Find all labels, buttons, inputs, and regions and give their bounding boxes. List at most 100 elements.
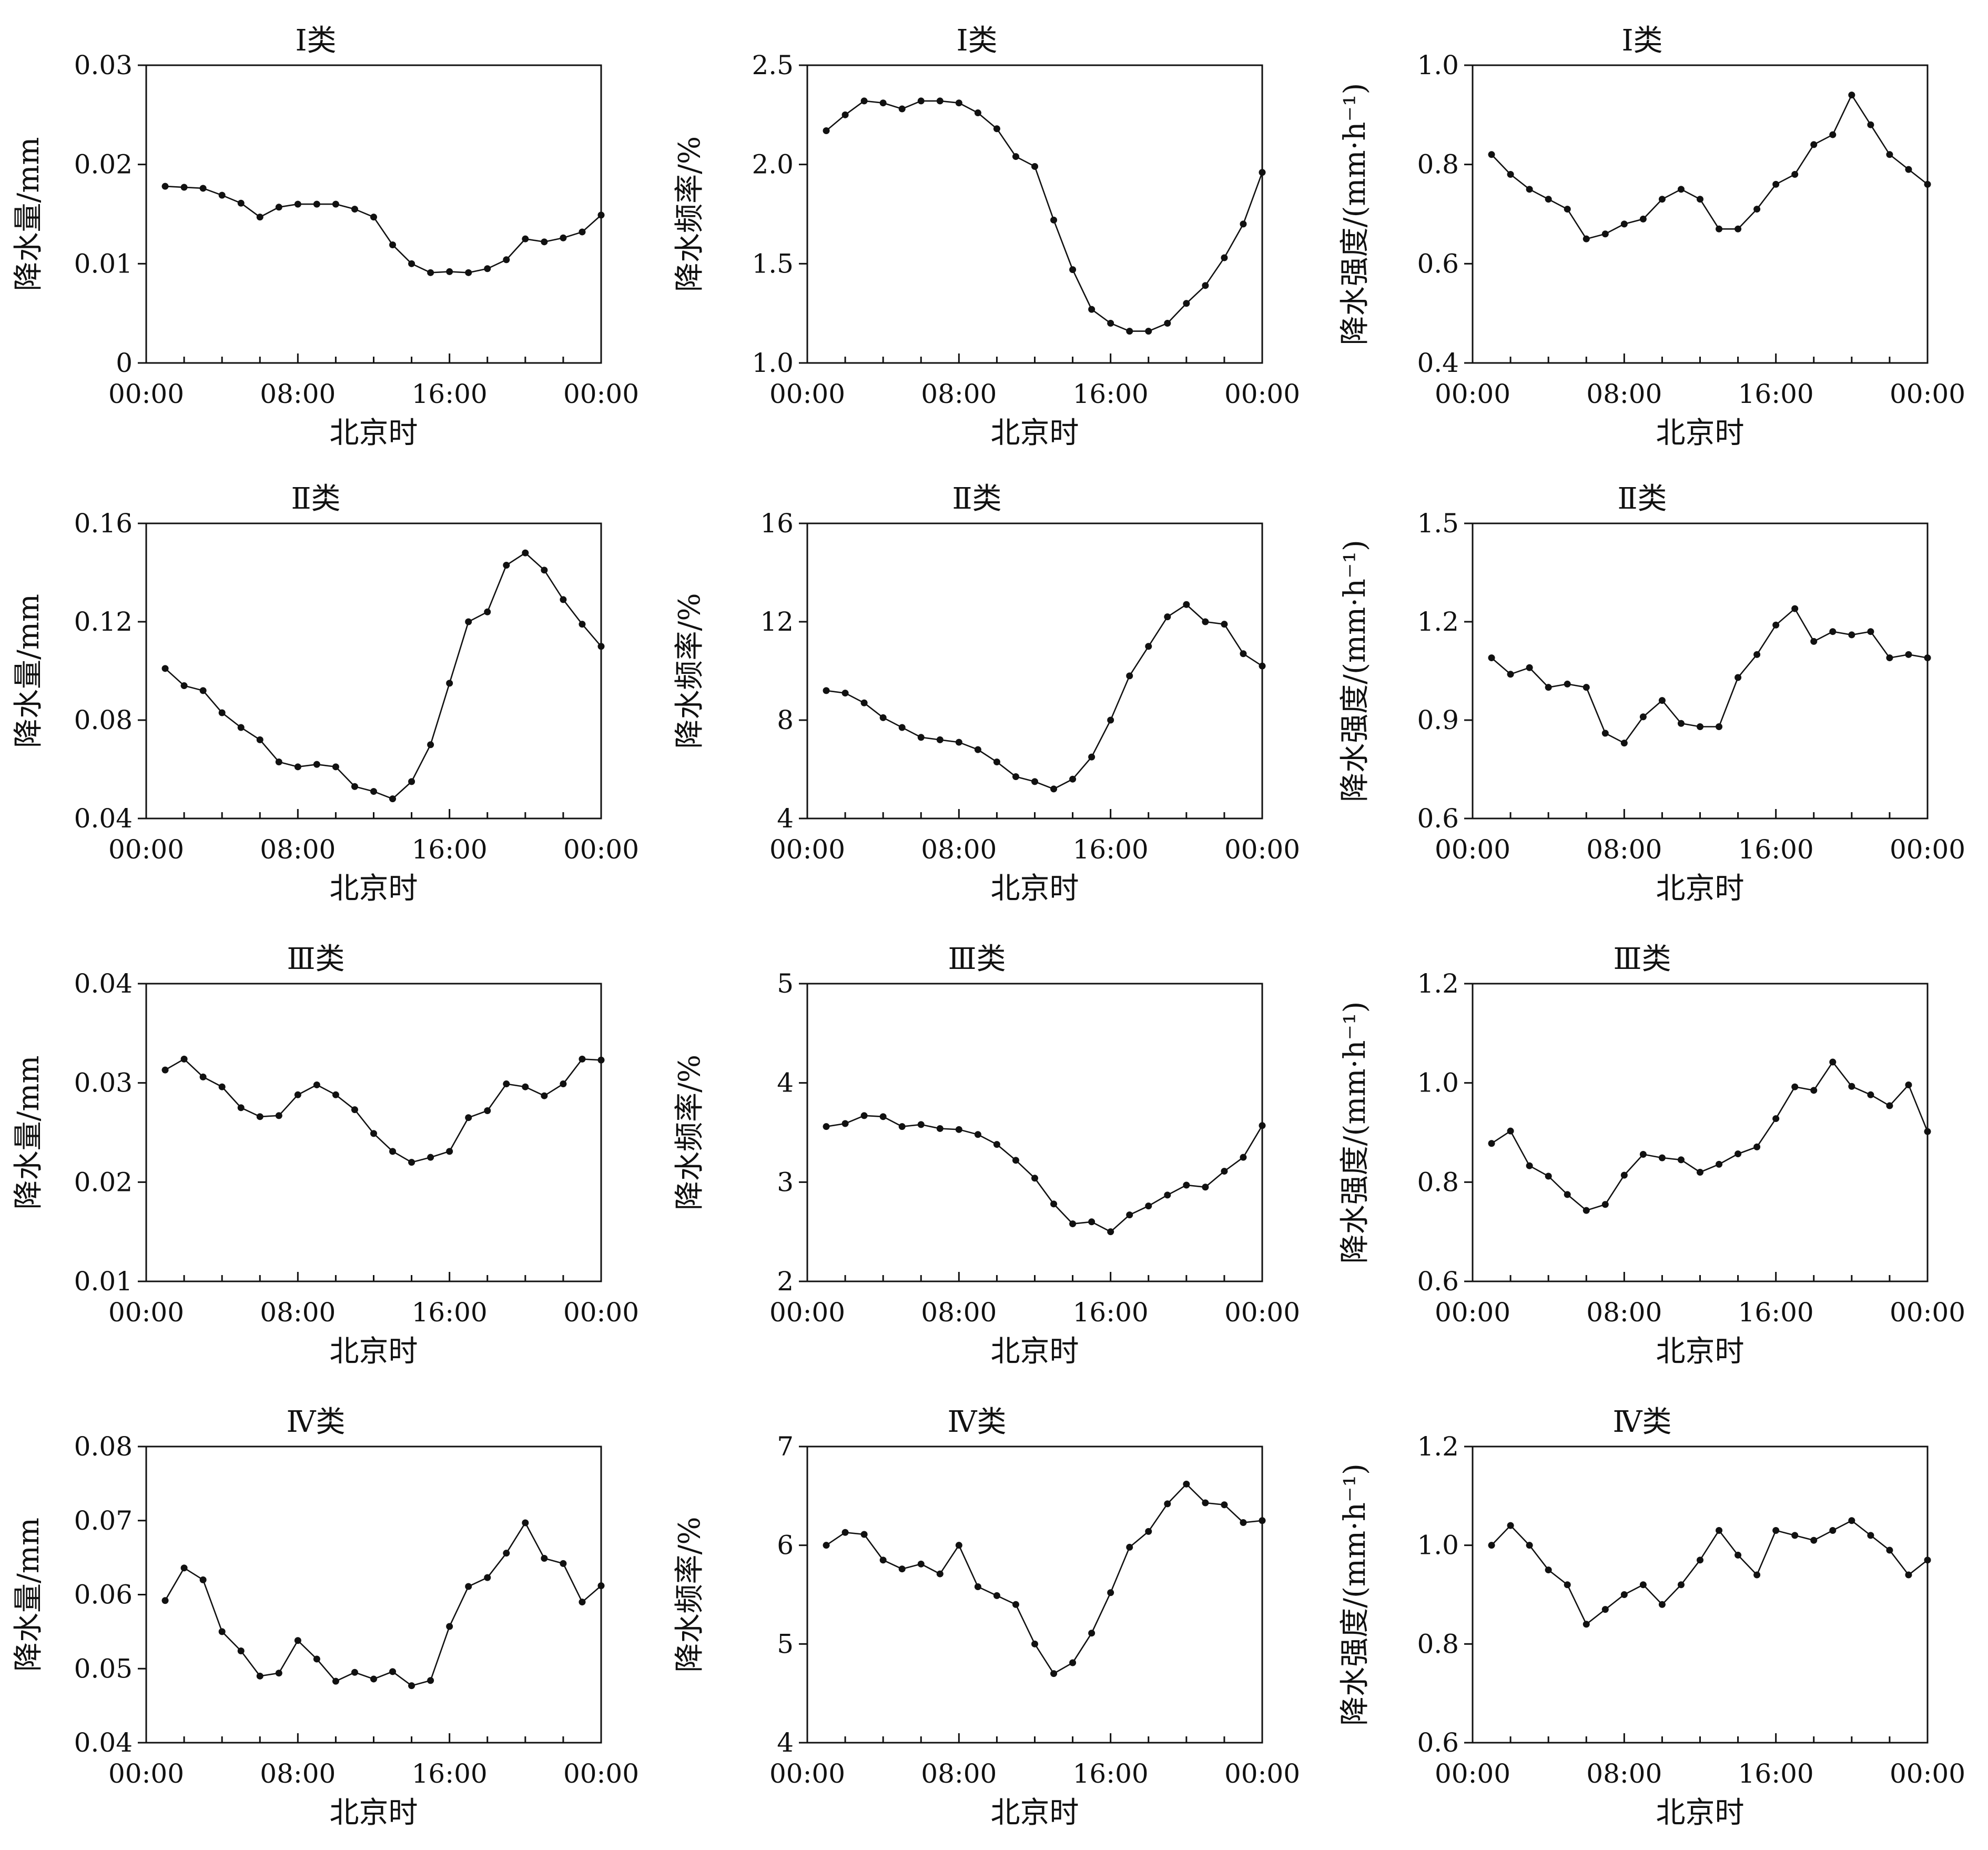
- y-tick-label: 1.5: [1417, 508, 1459, 539]
- data-point: [1221, 1168, 1228, 1175]
- data-point: [1069, 1659, 1077, 1666]
- data-point: [1526, 664, 1533, 671]
- y-tick-label: 1.2: [1417, 968, 1459, 999]
- data-point: [1753, 651, 1761, 658]
- data-point: [1735, 225, 1742, 232]
- data-point: [1145, 1202, 1152, 1210]
- series-line: [1491, 608, 1928, 744]
- data-point: [1924, 1556, 1931, 1564]
- data-point: [370, 1130, 377, 1137]
- data-point: [1012, 1157, 1019, 1164]
- y-tick-label: 6: [777, 1530, 794, 1561]
- plot-frame: [145, 1445, 602, 1744]
- data-point: [465, 269, 472, 276]
- data-point: [503, 256, 510, 264]
- data-point: [427, 1677, 434, 1684]
- data-point: [1697, 1168, 1703, 1176]
- y-tick-label: 0: [116, 348, 133, 378]
- data-point: [1050, 216, 1058, 224]
- data-point: [370, 1675, 377, 1683]
- data-point: [332, 1677, 339, 1685]
- data-point: [1753, 1571, 1761, 1579]
- x-tick-label: 08:00: [260, 379, 336, 409]
- data-point: [1620, 740, 1628, 747]
- x-tick-label: 16:00: [1073, 379, 1149, 409]
- panel-title: Ⅱ类: [291, 482, 340, 516]
- data-point: [1202, 282, 1209, 289]
- y-tick-label: 1.5: [752, 248, 794, 279]
- data-point: [1867, 121, 1874, 128]
- data-point: [823, 1123, 830, 1130]
- data-point: [275, 204, 282, 211]
- x-tick-label: 16:00: [1073, 1297, 1149, 1328]
- data-point: [1620, 1591, 1628, 1598]
- data-point: [841, 111, 849, 118]
- panel-title: Ⅲ类: [1613, 942, 1671, 976]
- data-point: [1088, 1218, 1096, 1226]
- data-point: [332, 1091, 339, 1098]
- data-point: [218, 709, 226, 716]
- data-point: [1905, 166, 1912, 173]
- x-tick-label: 00:00: [108, 1758, 184, 1789]
- data-point: [1791, 605, 1799, 612]
- series-line: [165, 552, 602, 800]
- data-point: [351, 783, 358, 790]
- y-tick-label: 0.6: [1417, 1727, 1459, 1758]
- data-point: [1050, 1200, 1058, 1208]
- y-tick-label: 1.0: [1417, 1068, 1459, 1098]
- y-tick-label: 3: [777, 1167, 794, 1197]
- data-point: [180, 184, 188, 191]
- data-point: [218, 191, 226, 199]
- y-axis-title: 降水量/mm: [12, 137, 46, 291]
- x-tick-label: 16:00: [412, 379, 488, 409]
- data-point: [1240, 1154, 1247, 1161]
- panel-title: Ⅱ类: [952, 482, 1001, 516]
- y-tick-label: 0.07: [74, 1505, 133, 1536]
- chart-panel: 00:00 08:00 16:00 00:00 北京时 4 5 6 7 降水频率/% Ⅳ类: [673, 1405, 1300, 1830]
- chart-panel: 00:00 08:00 16:00 00:00 北京时 0.04 0.08 0.12 0.16 降…: [12, 482, 639, 906]
- y-tick-label: 0.9: [1417, 705, 1459, 735]
- data-point: [898, 1123, 906, 1130]
- data-point: [974, 1131, 981, 1138]
- y-axis-title: 降水量/mm: [12, 594, 46, 748]
- panel-title: Ⅲ类: [948, 942, 1006, 976]
- x-tick-label: 00:00: [1435, 1297, 1510, 1328]
- data-point: [1848, 1517, 1855, 1524]
- data-point: [1791, 1083, 1799, 1090]
- data-point: [1924, 654, 1931, 662]
- data-point: [408, 1159, 415, 1166]
- data-point: [1088, 1630, 1096, 1637]
- data-point: [1886, 654, 1893, 662]
- data-point: [1031, 1640, 1038, 1647]
- x-tick-label: 00:00: [563, 379, 639, 409]
- data-point: [332, 763, 339, 771]
- x-tick-label: 00:00: [1224, 1758, 1300, 1789]
- x-tick-label: 00:00: [108, 1297, 184, 1328]
- data-point: [974, 1583, 981, 1590]
- data-point: [522, 549, 529, 557]
- data-point: [597, 643, 605, 650]
- data-point: [313, 1655, 320, 1663]
- data-point: [370, 788, 377, 795]
- data-point: [1658, 196, 1666, 203]
- data-point: [1164, 1500, 1171, 1508]
- data-point: [1126, 1211, 1133, 1219]
- data-point: [427, 1154, 434, 1161]
- y-tick-label: 0.4: [1417, 348, 1459, 378]
- plot-frame: [1472, 64, 1929, 364]
- data-point: [597, 1582, 605, 1590]
- x-tick-label: 16:00: [1073, 1758, 1149, 1789]
- x-tick-label: 00:00: [108, 834, 184, 865]
- data-point: [446, 268, 453, 275]
- data-point: [1886, 1546, 1893, 1554]
- panel-title: Ⅰ类: [295, 24, 336, 58]
- data-point: [1107, 1589, 1114, 1596]
- data-point: [597, 1056, 605, 1064]
- y-tick-label: 0.04: [74, 968, 133, 999]
- y-tick-label: 5: [777, 968, 794, 999]
- y-axis-title: 降水频率/%: [673, 1055, 707, 1210]
- data-point: [275, 1670, 282, 1677]
- y-tick-label: 0.12: [74, 606, 133, 637]
- x-axis-title: 北京时: [330, 416, 418, 450]
- data-point: [408, 1682, 415, 1690]
